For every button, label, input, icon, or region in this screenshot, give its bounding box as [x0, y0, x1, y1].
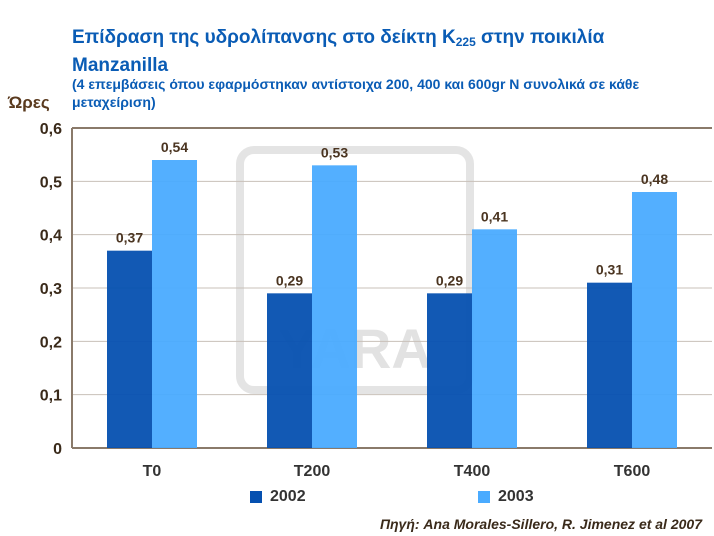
data-label: 0,53	[321, 144, 348, 160]
legend-swatch	[478, 491, 490, 503]
bar-2003-T0	[152, 160, 197, 448]
data-label: 0,41	[481, 208, 508, 224]
legend-label: 2003	[498, 488, 534, 505]
bar-2002-T600	[587, 282, 632, 448]
data-label: 0,31	[596, 262, 623, 278]
data-label: 0,29	[276, 272, 303, 288]
y-tick-label: 0,4	[40, 228, 62, 245]
legend-label: 2002	[270, 488, 306, 505]
data-label: 0,48	[641, 171, 668, 187]
y-axis-label: Ώρες	[8, 93, 50, 112]
legend-item-2003: 2003	[478, 488, 534, 506]
x-tick-label: T600	[614, 463, 651, 480]
legend-item-2002: 2002	[250, 488, 306, 506]
title-text: Επίδραση της υδρολίπανσης στο δείκτη K	[72, 27, 456, 48]
source-note: Πηγή: Ana Morales-Sillero, R. Jimenez et…	[379, 516, 702, 532]
legend-swatch	[250, 491, 262, 503]
x-tick-label: T0	[143, 463, 162, 480]
title-text-rest: στην ποικιλία Manzanilla	[72, 27, 605, 76]
title-subscript: 225	[455, 35, 476, 49]
y-tick-label: 0	[53, 441, 62, 458]
bar-2002-T0	[107, 250, 152, 448]
data-label: 0,29	[436, 272, 463, 288]
bar-2002-T400	[427, 293, 472, 448]
y-tick-label: 0,1	[40, 388, 62, 405]
bar-2002-T200	[267, 293, 312, 448]
x-tick-label: T200	[294, 463, 331, 480]
y-tick-label: 0,3	[40, 281, 62, 298]
bar-2003-T200	[312, 165, 357, 449]
bar-2003-T600	[632, 192, 677, 448]
y-tick-label: 0,2	[40, 334, 62, 351]
bar-2003-T400	[472, 229, 517, 448]
y-tick-label: 0,5	[40, 174, 62, 191]
x-tick-label: T400	[454, 463, 491, 480]
data-label: 0,37	[116, 230, 143, 246]
data-label: 0,54	[161, 139, 188, 155]
chart-subtitle: (4 επεμβάσεις όπου εφαρμόστηκαν αντίστοι…	[72, 76, 640, 110]
y-tick-label: 0,6	[40, 121, 62, 138]
chart-title: Επίδραση της υδρολίπανσης στο δείκτη K22…	[72, 26, 702, 78]
